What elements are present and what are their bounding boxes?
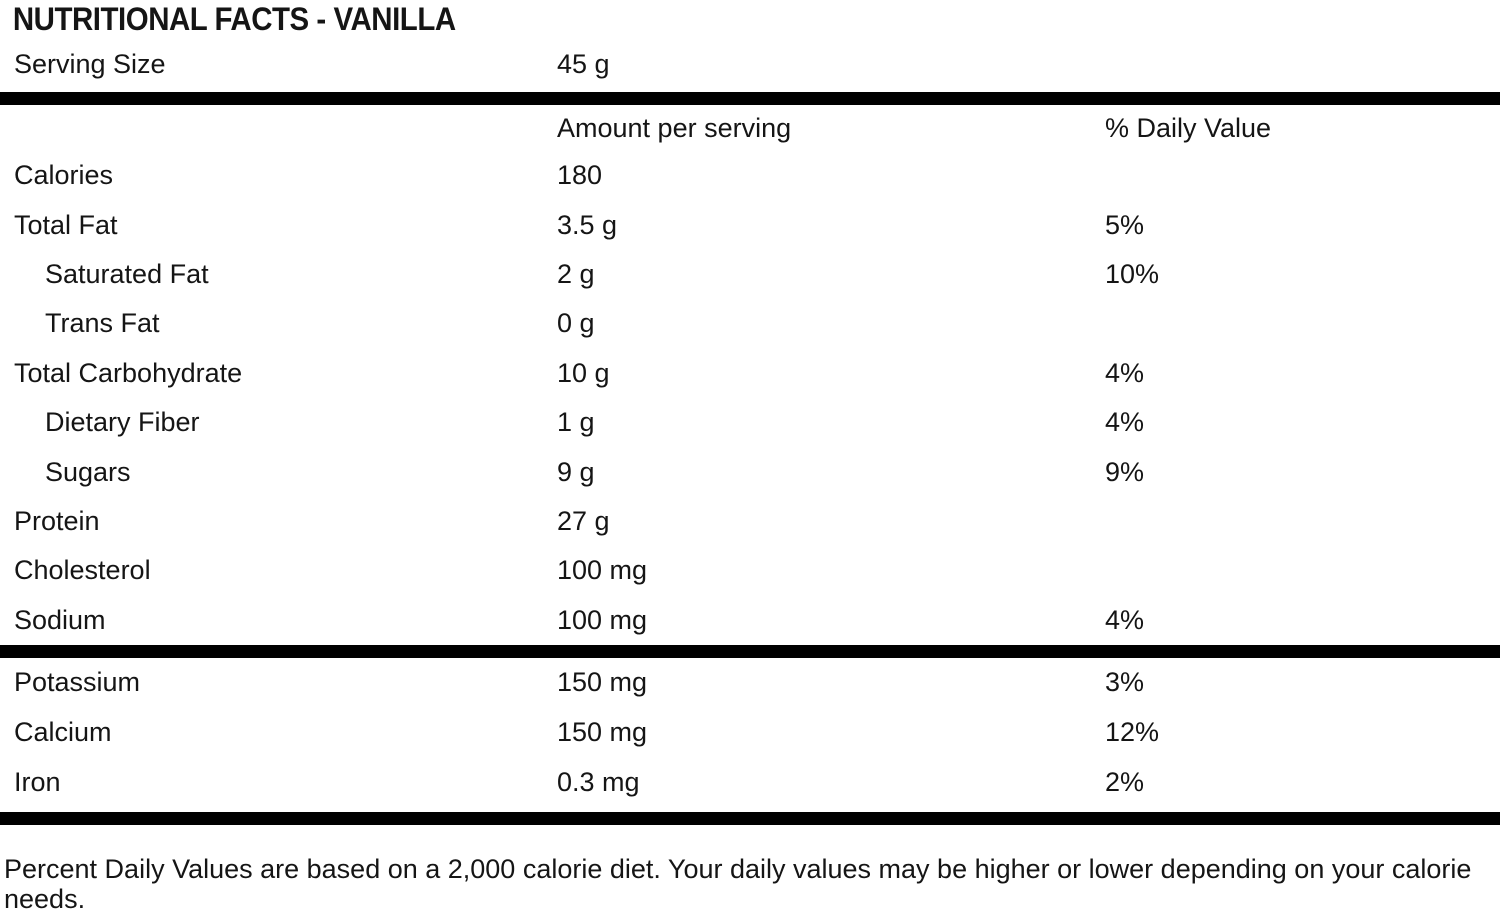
divider-bar-middle: [0, 644, 1500, 658]
nutrient-amount: 150 mg: [557, 667, 648, 698]
divider-bar-top: [0, 92, 1500, 105]
table-row-cholesterol: Cholesterol 100 mg: [0, 546, 1500, 595]
nutrient-daily-value: 12%: [1105, 717, 1160, 748]
nutrient-daily-value: 4%: [1105, 407, 1145, 438]
page-title: NUTRITIONAL FACTS - VANILLA: [12, 1, 456, 37]
nutrient-label: Total Carbohydrate: [14, 357, 243, 388]
table-row-total-carbohydrate: Total Carbohydrate 10 g 4%: [0, 349, 1500, 398]
table-row-dietary-fiber: Dietary Fiber 1 g 4%: [0, 398, 1500, 447]
table-row-iron: Iron 0.3 mg 2%: [0, 758, 1500, 808]
nutrient-daily-value: 9%: [1105, 456, 1145, 487]
nutrient-daily-value: 4%: [1105, 357, 1145, 388]
nutrient-amount: 150 mg: [557, 717, 648, 748]
nutrient-label: Potassium: [14, 667, 141, 698]
nutrient-daily-value: 2%: [1105, 767, 1145, 798]
table-row-calcium: Calcium 150 mg 12%: [0, 708, 1500, 758]
table-row-calories: Calories 180: [0, 151, 1500, 200]
nutrient-amount: 3.5 g: [557, 209, 618, 240]
table-row-sugars: Sugars 9 g 9%: [0, 447, 1500, 496]
serving-size-value: 45 g: [557, 48, 610, 79]
nutrient-label: Saturated Fat: [45, 258, 209, 289]
daily-value-footnote: Percent Daily Values are based on a 2,00…: [4, 853, 1472, 914]
nutrient-amount: 2 g: [557, 258, 595, 289]
nutrient-label: Protein: [14, 505, 100, 536]
nutrient-label: Cholesterol: [14, 555, 151, 586]
table-row-saturated-fat: Saturated Fat 2 g 10%: [0, 250, 1500, 299]
nutrient-amount: 180: [557, 160, 603, 191]
nutrient-amount: 100 mg: [557, 604, 648, 635]
nutrient-label: Sodium: [14, 604, 106, 635]
nutrient-amount: 1 g: [557, 407, 595, 438]
table-row-trans-fat: Trans Fat 0 g: [0, 299, 1500, 348]
serving-size-row: Serving Size 45 g: [0, 36, 1500, 92]
nutrient-amount: 10 g: [557, 357, 610, 388]
nutrient-label: Dietary Fiber: [45, 407, 200, 438]
amount-column-header: Amount per serving: [557, 112, 792, 143]
nutrient-amount: 0 g: [557, 308, 595, 339]
table-row-protein: Protein 27 g: [0, 497, 1500, 546]
nutrient-label: Iron: [14, 767, 61, 798]
table-row-potassium: Potassium 150 mg 3%: [0, 658, 1500, 708]
nutrient-daily-value: 10%: [1105, 258, 1160, 289]
table-row-total-fat: Total Fat 3.5 g 5%: [0, 200, 1500, 249]
divider-bar-bottom: [0, 811, 1500, 825]
nutrient-label: Calcium: [14, 717, 112, 748]
serving-size-label: Serving Size: [14, 48, 166, 79]
column-header-row: Amount per serving % Daily Value: [0, 105, 1500, 151]
nutrient-daily-value: 5%: [1105, 209, 1145, 240]
table-row-sodium: Sodium 100 mg 4%: [0, 596, 1500, 645]
nutrient-amount: 27 g: [557, 505, 610, 536]
nutrient-amount: 0.3 mg: [557, 767, 640, 798]
nutrient-label: Sugars: [45, 456, 131, 487]
nutrient-daily-value: 4%: [1105, 604, 1145, 635]
nutrient-label: Calories: [14, 160, 114, 191]
nutrient-amount: 9 g: [557, 456, 595, 487]
daily-value-column-header: % Daily Value: [1105, 112, 1272, 143]
nutrient-amount: 100 mg: [557, 555, 648, 586]
nutrient-daily-value: 3%: [1105, 667, 1145, 698]
nutrient-label: Trans Fat: [45, 308, 160, 339]
nutrient-label: Total Fat: [14, 209, 118, 240]
